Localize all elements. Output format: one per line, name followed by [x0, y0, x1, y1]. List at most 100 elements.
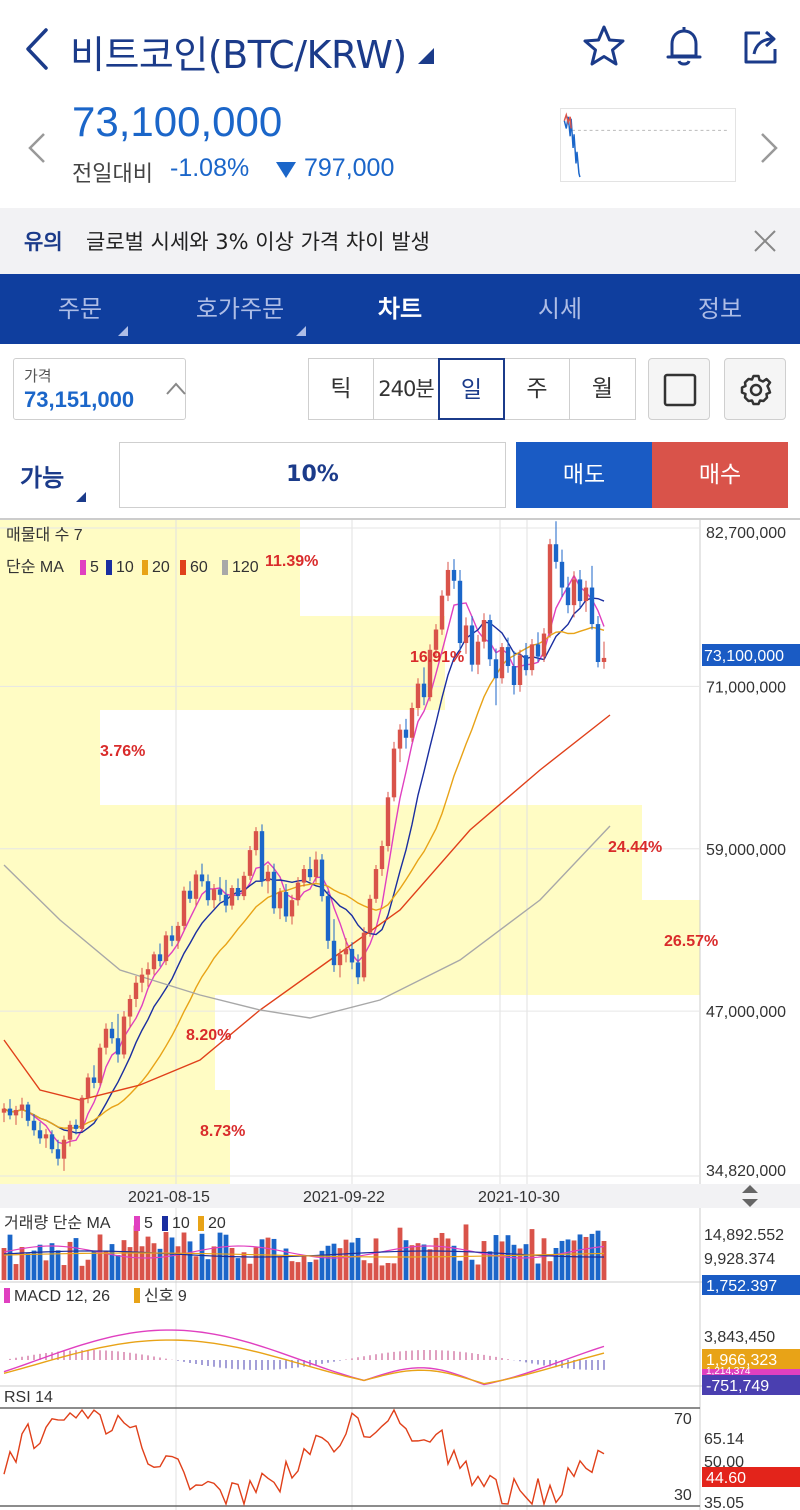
tab-market[interactable]: 시세: [537, 295, 583, 323]
candle-body: [307, 869, 313, 878]
ma5-swatch: [80, 560, 86, 575]
volume-profile-pct: 26.57%: [664, 933, 718, 950]
mini-chart[interactable]: [560, 108, 736, 182]
volume-bar: [211, 1246, 217, 1280]
period-day[interactable]: 일: [438, 358, 505, 420]
settings-button[interactable]: [724, 358, 786, 420]
macd-hist-tag: [702, 1375, 800, 1395]
volume-bar: [403, 1240, 409, 1280]
volume-profile-pct: 16.91%: [410, 649, 464, 666]
price-selector-value: 73,151,000: [24, 387, 135, 412]
volume-bar: [277, 1256, 283, 1280]
next-coin-icon[interactable]: [756, 128, 782, 168]
volume-bar: [229, 1247, 235, 1280]
down-arrow-icon: [276, 162, 296, 178]
share-icon[interactable]: [738, 22, 786, 70]
volume-bar: [13, 1264, 19, 1280]
candle-body: [379, 846, 385, 870]
corner-icon: [118, 326, 128, 336]
candle-body: [505, 647, 511, 667]
volume-bar: [55, 1250, 61, 1280]
candle-body: [241, 875, 247, 897]
candle-body: [199, 874, 205, 882]
volume-bar: [433, 1237, 439, 1280]
resize-handle-icon[interactable]: [742, 1185, 758, 1207]
candle-body: [439, 595, 445, 630]
candle-body: [403, 729, 409, 738]
vol-ma10-label: 10: [172, 1215, 190, 1232]
candle-body: [373, 869, 379, 899]
candle-body: [367, 898, 373, 933]
ma5-label: 5: [90, 559, 99, 576]
candle-body: [523, 655, 529, 671]
candle-body: [385, 797, 391, 847]
volume-bar: [73, 1238, 79, 1280]
price-y-tick: 47,000,000: [706, 1004, 786, 1021]
vol-ma20-line: [3, 1252, 605, 1258]
candle-body: [25, 1104, 31, 1121]
draw-tool-button[interactable]: [648, 358, 710, 420]
period-month[interactable]: 월: [569, 358, 636, 420]
volume-bar: [169, 1237, 175, 1280]
volume-bar: [559, 1240, 565, 1280]
back-icon[interactable]: [18, 24, 58, 74]
candle-body: [487, 620, 493, 660]
candle-body: [475, 641, 481, 665]
candle-body: [187, 890, 193, 899]
page-title[interactable]: 비트코인(BTC/KRW): [70, 33, 407, 77]
volume-bar: [109, 1244, 115, 1280]
candle-body: [331, 940, 337, 966]
volume-bar: [43, 1260, 49, 1280]
volume-bar: [349, 1242, 355, 1280]
prev-coin-icon[interactable]: [24, 128, 50, 168]
candle-body: [349, 948, 355, 963]
candle-body: [43, 1134, 49, 1139]
volume-bar: [391, 1263, 397, 1280]
candle-body: [337, 954, 343, 966]
candle-body: [343, 948, 349, 955]
macd-legend: MACD 12, 26: [14, 1288, 110, 1305]
candle-body: [445, 569, 451, 596]
tab-info[interactable]: 정보: [697, 295, 743, 323]
percent-selector[interactable]: 10%: [119, 442, 506, 508]
volume-bar: [25, 1253, 31, 1280]
date-tick: 2021-09-22: [303, 1189, 385, 1206]
volume-bar: [199, 1233, 205, 1280]
vol-ma5-label: 5: [144, 1215, 153, 1232]
signal-legend: 신호 9: [144, 1287, 187, 1305]
period-week[interactable]: 주: [504, 358, 570, 420]
volume-bar: [301, 1255, 307, 1280]
candle-body: [397, 729, 403, 749]
period-240m[interactable]: 240분: [373, 358, 439, 420]
corner-icon: [76, 492, 86, 502]
tab-chart[interactable]: 차트: [377, 295, 423, 323]
available-label[interactable]: 가능: [20, 464, 65, 492]
macd-tag-text: 1,214,374: [706, 1366, 751, 1377]
tab-quote-order[interactable]: 호가주문: [160, 274, 320, 344]
volume-bar: [205, 1259, 211, 1280]
price-chart[interactable]: 11.39%16.91%3.76%24.44%26.57%8.20%8.73% …: [0, 520, 800, 1510]
candle-body: [163, 935, 169, 962]
close-icon[interactable]: [750, 226, 780, 256]
volume-bar: [541, 1238, 547, 1280]
volume-bar: [139, 1246, 145, 1280]
volume-bar: [499, 1241, 505, 1280]
candle-body: [511, 666, 517, 685]
price-selector[interactable]: 가격 73,151,000: [13, 358, 186, 420]
candle-body: [127, 998, 133, 1017]
gear-icon: [740, 374, 772, 406]
sell-button[interactable]: 매도: [516, 442, 652, 508]
star-icon[interactable]: [580, 22, 628, 70]
bell-icon[interactable]: [660, 22, 708, 70]
buy-button[interactable]: 매수: [652, 442, 788, 508]
candle-body: [7, 1108, 13, 1116]
candle-body: [13, 1109, 19, 1116]
candle-body: [499, 647, 505, 679]
title-dropdown-icon[interactable]: [418, 48, 434, 64]
ma120-line: [3, 825, 611, 1019]
chart-area[interactable]: 11.39% 16.91% 3.76% 24.44% 26.57% 8.20% 8.73% …: [0, 518, 800, 1510]
tab-order[interactable]: 주문: [0, 274, 160, 344]
candle-body: [37, 1130, 43, 1139]
period-tick[interactable]: 틱: [308, 358, 374, 420]
app-header: 비트코인(BTC/KRW): [0, 0, 800, 98]
